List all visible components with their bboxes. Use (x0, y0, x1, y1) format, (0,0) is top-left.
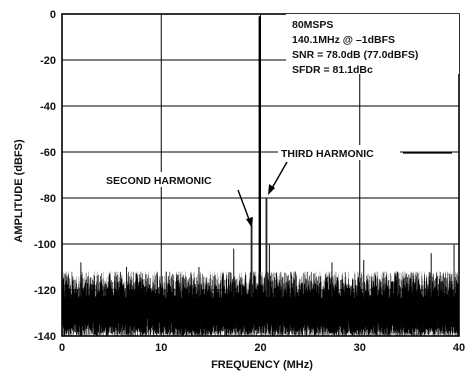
y-tick-label: 0 (50, 9, 56, 21)
third-harmonic-arrowhead (268, 184, 275, 195)
third-harmonic-label: THIRD HARMONIC (281, 148, 374, 160)
y-tick-label: -120 (34, 285, 56, 297)
second-harmonic-arrow (237, 189, 251, 223)
info-line-4: SFDR = 81.1dBc (292, 64, 373, 76)
info-box-mask (286, 14, 459, 74)
third-harmonic-label-mask (278, 145, 400, 160)
info-line-3: SNR = 78.0dB (77.0dBFS) (292, 49, 418, 61)
plot-frame (61, 13, 460, 337)
plot-border (61, 13, 460, 337)
y-tick-label: -60 (40, 147, 56, 159)
second-harmonic-arrowhead (246, 217, 253, 228)
info-line-1: 80MSPS (292, 19, 333, 31)
info-line-2: 140.1MHz @ –1dBFS (292, 34, 395, 46)
y-tick-label: -40 (40, 101, 56, 113)
y-axis-title: AMPLITUDE (dBFS) (13, 139, 25, 243)
x-tick-label: 30 (354, 342, 366, 354)
y-tick-label: -20 (40, 55, 56, 67)
second-harmonic-label: SECOND HARMONIC (106, 175, 212, 187)
x-tick-label: 0 (59, 342, 65, 354)
x-tick-label: 40 (453, 342, 465, 354)
x-axis-title: FREQUENCY (MHz) (211, 359, 313, 371)
second-harmonic-label-mask (103, 172, 238, 187)
y-tick-label: -140 (34, 331, 56, 343)
spectrum-trace (61, 16, 460, 336)
y-tick-label: -80 (40, 193, 56, 205)
y-tick-label: -100 (34, 239, 56, 251)
x-tick-label: 20 (254, 342, 266, 354)
x-tick-label: 10 (155, 342, 167, 354)
third-harmonic-arrow (270, 161, 288, 191)
